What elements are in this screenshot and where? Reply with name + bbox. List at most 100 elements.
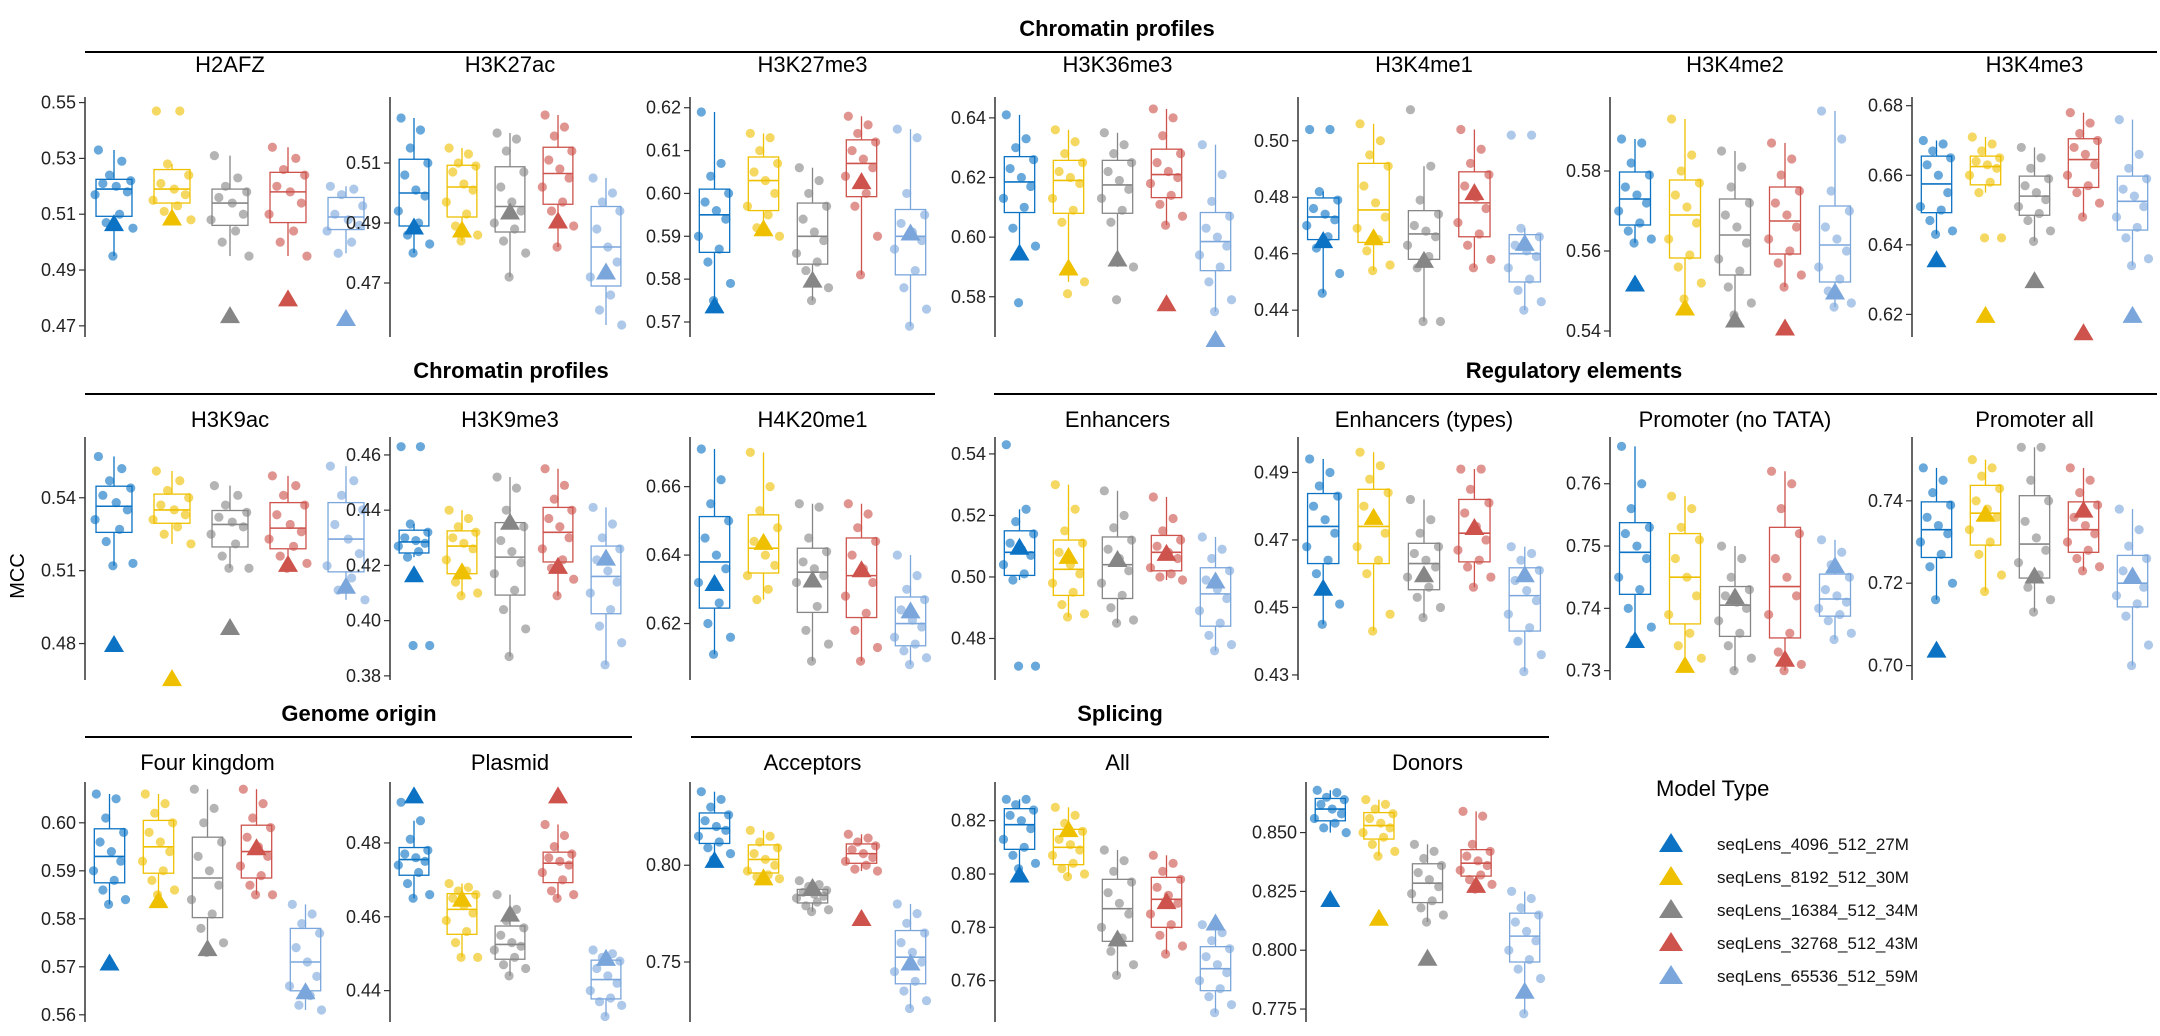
- series-seqLens_8192_512_30M: [1358, 795, 1400, 926]
- data-point: [1519, 1009, 1529, 1019]
- data-point: [794, 876, 804, 886]
- mean-triangle: [278, 289, 298, 307]
- data-point: [1623, 603, 1633, 613]
- data-point: [1421, 555, 1431, 565]
- data-point: [1103, 166, 1113, 177]
- data-point: [612, 978, 622, 988]
- data-point: [1979, 233, 1990, 243]
- data-point: [1971, 496, 1981, 506]
- data-point: [721, 825, 731, 835]
- data-point: [1620, 528, 1630, 539]
- data-point: [1029, 529, 1039, 539]
- data-point: [1330, 528, 1340, 538]
- y-tick-label: 0.58: [951, 287, 986, 307]
- data-point: [1030, 661, 1041, 671]
- data-point: [920, 210, 930, 220]
- data-point: [227, 198, 237, 208]
- data-point: [794, 499, 804, 509]
- data-point: [1197, 920, 1207, 930]
- data-point: [564, 173, 574, 183]
- data-point: [209, 481, 219, 491]
- y-tick-label: 0.38: [346, 666, 381, 686]
- data-point: [1019, 569, 1029, 579]
- data-point: [1060, 526, 1070, 536]
- data-point: [1726, 572, 1736, 582]
- data-point: [2013, 201, 2024, 212]
- data-point: [1309, 813, 1320, 824]
- box: [1818, 205, 1852, 283]
- data-point: [521, 248, 531, 258]
- data-point: [794, 163, 804, 173]
- y-tick-label: 0.44: [346, 500, 381, 520]
- data-point: [2045, 226, 2056, 236]
- mean-triangle: [1675, 298, 1695, 316]
- y-tick-label: 0.43: [1254, 665, 1289, 685]
- data-point: [2031, 533, 2041, 543]
- data-point: [2134, 149, 2144, 159]
- series-seqLens_8192_512_30M: [742, 128, 785, 241]
- data-point: [1302, 220, 1312, 231]
- y-tick-label: 0.49: [41, 260, 76, 280]
- data-point: [1987, 463, 1997, 473]
- data-point: [725, 278, 736, 289]
- mean-triangle: [500, 512, 520, 530]
- data-point: [714, 837, 724, 847]
- data-point: [423, 158, 433, 168]
- series-seqLens_16384_512_34M: [1714, 541, 1756, 676]
- data-point: [358, 505, 368, 515]
- mean-triangle: [1514, 981, 1535, 999]
- series-seqLens_65536_512_59M: [284, 899, 327, 1015]
- series-seqLens_4096_512_27M: [393, 113, 435, 258]
- data-point: [703, 843, 713, 853]
- panel-promoter-all: Promoter all 0.74 0.72 0.70: [1868, 407, 2154, 680]
- legend-key-triangle: [1659, 899, 1683, 918]
- data-point: [706, 802, 716, 812]
- data-point: [516, 206, 526, 216]
- data-point: [507, 938, 517, 948]
- group-titles: Chromatin profiles Chromatin profiles Re…: [85, 16, 2157, 738]
- data-point: [2121, 233, 2131, 243]
- data-point: [1201, 575, 1211, 585]
- data-point: [1099, 486, 1109, 496]
- mean-triangle: [220, 618, 240, 636]
- data-point: [296, 198, 306, 208]
- data-point: [1676, 522, 1686, 532]
- mean-triangle: [1775, 318, 1795, 336]
- group-title-chromatin-mid: Chromatin profiles: [413, 358, 609, 383]
- panel-title-h3k9me3: H3K9me3: [461, 407, 559, 432]
- data-point: [1209, 307, 1220, 317]
- mean-triangle: [1205, 329, 1226, 347]
- data-point: [444, 878, 454, 889]
- data-point: [168, 818, 178, 828]
- data-point: [1415, 528, 1425, 538]
- y-tick-label: 0.61: [646, 141, 681, 161]
- mean-triangle: [104, 214, 124, 232]
- data-point: [1225, 211, 1235, 221]
- data-point: [1435, 316, 1446, 327]
- data-point: [1996, 233, 2007, 243]
- y-tick-label: 0.46: [346, 907, 381, 927]
- data-point: [700, 197, 710, 207]
- data-point: [2065, 463, 2075, 473]
- data-point: [1521, 926, 1532, 937]
- panel-title-all: All: [1105, 750, 1129, 775]
- y-tick-label: 0.51: [41, 204, 76, 224]
- series-seqLens_4096_512_27M: [90, 451, 138, 653]
- data-point: [804, 533, 814, 543]
- data-point: [1531, 251, 1542, 262]
- data-point: [1732, 222, 1742, 232]
- data-point: [1534, 232, 1544, 242]
- data-point: [1215, 262, 1225, 272]
- data-point: [2023, 215, 2033, 226]
- data-point: [1947, 578, 1958, 588]
- data-point: [724, 188, 734, 199]
- data-point: [1816, 106, 1827, 116]
- data-point: [1335, 599, 1345, 609]
- data-point: [588, 502, 598, 513]
- data-point: [1016, 816, 1026, 826]
- data-point: [1332, 787, 1342, 798]
- data-point: [594, 621, 605, 631]
- data-point: [1829, 634, 1839, 645]
- data-point: [1019, 202, 1029, 212]
- series-seqLens_4096_512_27M: [90, 145, 138, 261]
